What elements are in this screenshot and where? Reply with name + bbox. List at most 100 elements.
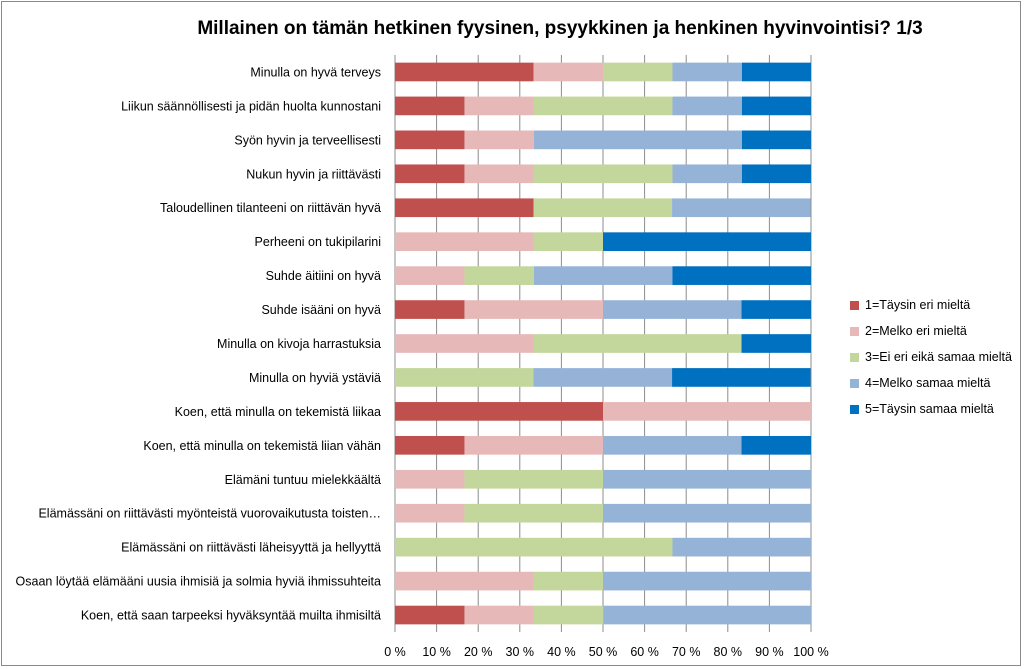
bar-segment (603, 232, 811, 252)
bar-segment (672, 62, 742, 82)
bar-segment (533, 605, 604, 625)
category-label: Koen, että saan tarpeeksi hyväksyntää mu… (81, 609, 381, 623)
bar-segment (464, 300, 603, 319)
bar-segment (395, 537, 673, 557)
legend-item: 5=Täysin samaa mieltä (850, 396, 1012, 422)
legend-swatch (850, 404, 859, 414)
bar-segment (464, 605, 534, 625)
bar-segment (395, 402, 603, 421)
category-label: Elämässäni on riittävästi myönteistä vuo… (38, 507, 381, 521)
x-tick-label: 60 % (630, 645, 659, 659)
legend-item: 2=Melko eri mieltä (850, 318, 1012, 344)
category-label: Minulla on hyvä terveys (250, 65, 381, 79)
bar-segment (395, 96, 465, 116)
bar-segment (464, 96, 534, 116)
legend-label: 5=Täysin samaa mieltä (865, 402, 994, 416)
bar-segment (603, 62, 673, 82)
bar-segment (464, 164, 534, 184)
bar-segment (672, 96, 742, 116)
bar-segment (603, 503, 811, 523)
bar-segment (603, 435, 742, 455)
bar-segment (741, 334, 811, 353)
legend-swatch (850, 300, 859, 310)
bar-segment (533, 164, 673, 184)
bar-segment (741, 96, 811, 116)
bar-segment (741, 62, 811, 82)
x-tick-label: 10 % (422, 645, 451, 659)
bar-segment (395, 62, 534, 82)
bar-segment (533, 198, 673, 218)
bar-segment (672, 537, 811, 557)
category-label: Nukun hyvin ja riittävästi (246, 167, 381, 181)
bar-segment (672, 198, 811, 218)
bar-segment (464, 469, 603, 489)
x-tick-label: 70 % (672, 645, 701, 659)
bar-segment (741, 164, 811, 184)
chart-title: Millainen on tämän hetkinen fyysinen, ps… (197, 18, 923, 39)
bar-segment (464, 435, 603, 455)
bar-segment (603, 571, 811, 591)
x-tick-label: 20 % (464, 645, 493, 659)
category-label: Taloudellinen tilanteeni on riittävän hy… (160, 201, 381, 215)
bar-segment (395, 300, 465, 319)
bar-segment (603, 469, 811, 489)
bar-segment (533, 571, 603, 591)
category-label: Elämässäni on riittävästi läheisyyttä ja… (121, 541, 381, 555)
legend-label: 2=Melko eri mieltä (865, 324, 967, 338)
category-label: Minulla on hyviä ystäviä (249, 371, 381, 385)
legend-swatch (850, 352, 859, 362)
category-label: Elämäni tuntuu mielekkäältä (225, 473, 381, 487)
x-tick-label: 30 % (506, 645, 535, 659)
x-tick-label: 0 % (384, 645, 406, 659)
category-label: Koen, että minulla on tekemistä liian vä… (143, 439, 381, 453)
bar-segment (395, 571, 534, 591)
legend-item: 1=Täysin eri mieltä (850, 292, 1012, 318)
bar-segment (395, 503, 465, 523)
bar-segment (395, 130, 465, 150)
legend-label: 3=Ei eri eikä samaa mieltä (865, 350, 1012, 364)
bar-segment (395, 266, 465, 285)
category-label: Perheeni on tukipilarini (255, 235, 381, 249)
legend-item: 4=Melko samaa mieltä (850, 370, 1012, 396)
bar-segment (672, 266, 811, 285)
bar-segment (533, 130, 742, 150)
category-label: Osaan löytää elämääni uusia ihmisiä ja s… (16, 575, 382, 589)
bar-segment (395, 605, 465, 625)
category-label: Koen, että minulla on tekemistä liikaa (175, 405, 381, 419)
legend-swatch (850, 378, 859, 388)
bar-segment (603, 300, 742, 319)
bar-segment (672, 164, 742, 184)
legend: 1=Täysin eri mieltä 2=Melko eri mieltä 3=E… (850, 292, 1012, 422)
bar-segment (395, 435, 465, 455)
bar-segment (464, 503, 603, 523)
legend-label: 1=Täysin eri mieltä (865, 298, 971, 312)
bar-segment (464, 266, 534, 285)
legend-item: 3=Ei eri eikä samaa mieltä (850, 344, 1012, 370)
bar-segment (395, 198, 534, 218)
bar-segment (533, 334, 742, 353)
x-tick-label: 80 % (714, 645, 743, 659)
bar-segment (533, 96, 673, 116)
x-tick-label: 50 % (589, 645, 618, 659)
category-label: Syön hyvin ja terveellisesti (234, 133, 381, 147)
bar-segment (533, 266, 673, 285)
x-tick-label: 40 % (547, 645, 576, 659)
bar-segment (395, 232, 534, 252)
category-label: Suhde isääni on hyvä (261, 303, 381, 317)
bar-segment (533, 232, 603, 252)
bar-segment (603, 605, 811, 625)
legend-label: 4=Melko samaa mieltä (865, 376, 991, 390)
bar-segment (741, 435, 811, 455)
category-label: Minulla on kivoja harrastuksia (217, 337, 381, 351)
legend-swatch (850, 326, 859, 336)
bar-segment (395, 469, 465, 489)
bar-segment (464, 130, 534, 150)
bar-segment (395, 368, 534, 387)
x-tick-label: 100 % (793, 645, 828, 659)
category-label: Suhde äitiini on hyvä (266, 269, 381, 283)
bar-segment (741, 130, 811, 150)
bar-segment (395, 164, 465, 184)
bar-segment (533, 62, 603, 82)
bar-segment (533, 368, 673, 387)
